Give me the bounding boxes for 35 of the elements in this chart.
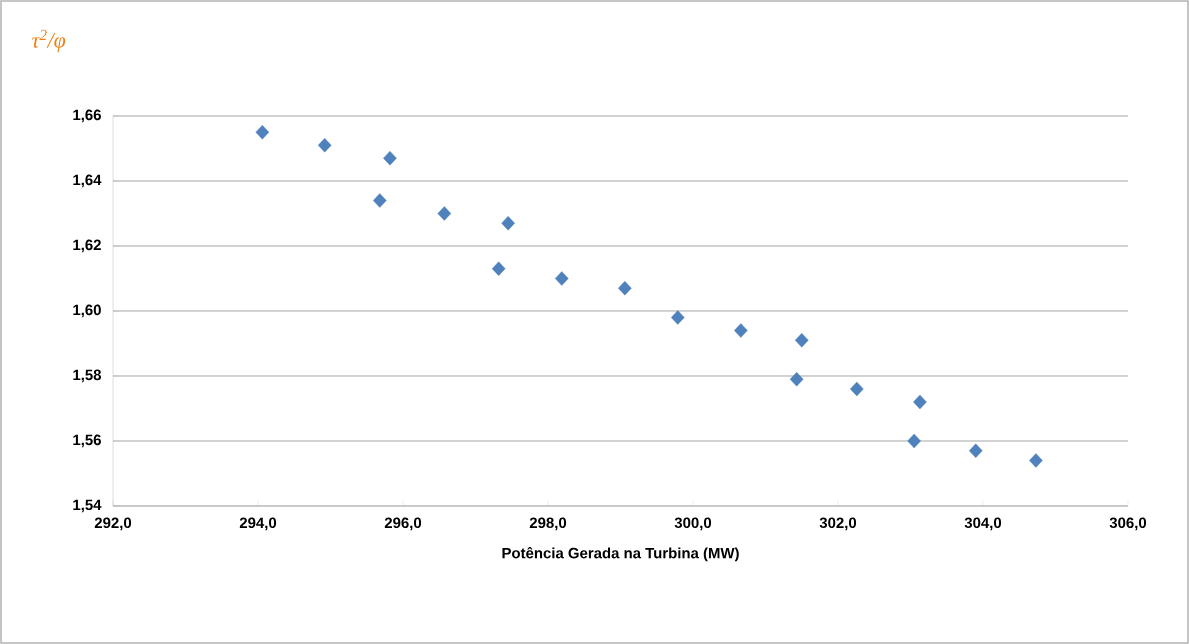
point [255,125,270,140]
point [734,323,748,338]
point [789,372,804,387]
point [794,333,809,348]
x-tick-label: 298,0 [529,517,567,531]
x-tick-label: 294,0 [239,517,277,531]
x-axis-title: Potência Gerada na Turbina (MW) [502,547,739,562]
point [555,271,569,286]
point [968,443,983,458]
point [850,381,864,397]
x-tick-label: 296,0 [384,517,422,531]
x-tick-label: 302,0 [819,517,857,531]
x-tick-label: 300,0 [674,517,712,531]
point [1029,453,1043,468]
y-tick-label: 1,64 [73,174,102,188]
point [383,151,397,166]
y-tick-label: 1,62 [73,239,101,253]
point [671,310,685,325]
point [618,281,632,296]
y-tick-label: 1,56 [73,434,101,448]
point [491,261,506,276]
point [437,206,452,221]
point [373,193,387,208]
x-tick-label: 304,0 [964,517,1002,531]
point [907,433,921,449]
point [913,394,927,410]
y-tick-label: 1,66 [73,109,101,123]
y-axis-title: τ$^{2}$/φ [32,29,66,53]
y-tick-label: 1,60 [73,304,101,318]
point [317,138,332,153]
y-tick-label: 1,54 [73,499,102,513]
point [501,216,515,231]
x-tick-label: 292,0 [94,517,132,531]
y-tick-label: 1,58 [73,369,102,383]
x-tick-label: 306,0 [1109,517,1147,531]
